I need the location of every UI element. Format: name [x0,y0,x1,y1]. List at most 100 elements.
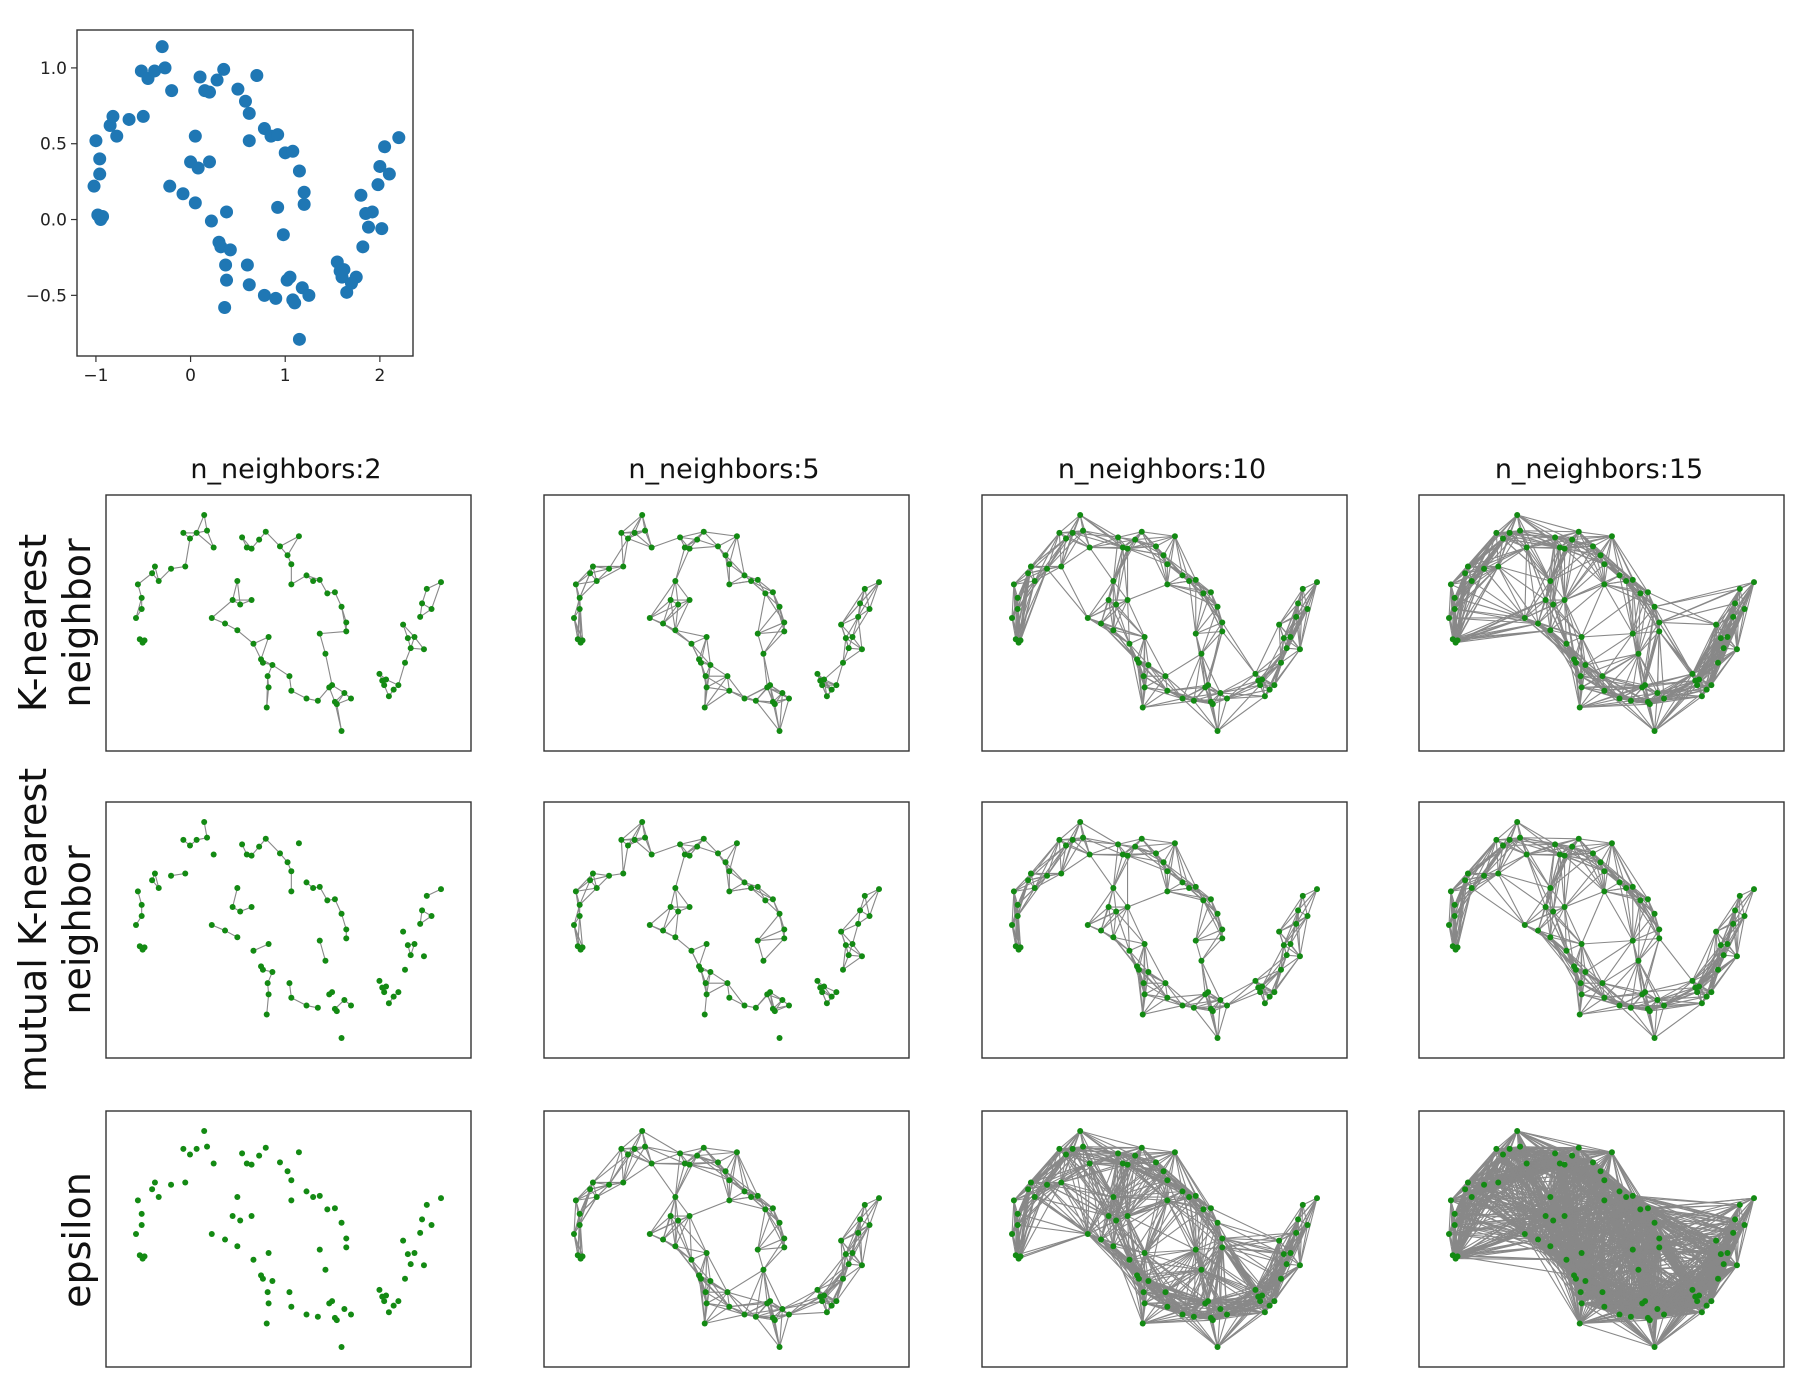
graph-edge [1630,1007,1655,1039]
graph-edge [674,580,690,601]
graph-node [1561,852,1568,859]
graph-node [1132,536,1139,543]
graph-node [849,940,856,947]
graph-edge [1575,969,1581,1015]
graph-edge [1637,929,1660,962]
graph-edge [1195,937,1223,942]
graph-node [660,1236,667,1243]
graph-edge [573,1233,584,1257]
graph-edge [1034,565,1062,582]
graph-edge [757,593,766,634]
graph-edge [1046,532,1060,569]
scatter-point [271,200,285,214]
graph-node [379,1293,386,1300]
graph-node [1287,633,1294,640]
graph-node [1056,529,1063,536]
graph-node [256,843,263,850]
graph-node [1255,984,1262,991]
graph-node [1616,572,1623,579]
graph-edge [662,911,679,931]
graph-edge [704,687,708,708]
graph-edge [1201,631,1223,655]
graph-edge [1618,960,1639,1006]
graph-node [858,1262,865,1269]
graph-edge [1087,887,1114,926]
graph-node [1214,1344,1221,1350]
graph-node [572,581,579,588]
graph-edge [1502,844,1527,855]
graph-node [1542,904,1549,911]
graph-node [1535,927,1542,934]
graph-node [1261,693,1268,700]
graph-node [703,1249,710,1256]
graph-edge [1195,913,1218,941]
graph-edge [1549,911,1554,938]
graph-node [1514,512,1521,518]
graph-node [686,904,693,911]
graph-node [1293,1229,1300,1236]
graph-edge [579,879,591,906]
graph-edge [725,535,738,556]
graph-edge [1579,698,1620,709]
graph-node [1084,614,1091,621]
graph-edge [1163,535,1176,556]
graph-node [400,1237,407,1244]
graph-edge [1193,692,1221,702]
graph-edge [211,599,233,619]
graph-node [1295,600,1302,607]
graph-node [303,879,310,886]
graph-node [1589,543,1596,550]
graph-edge [1526,547,1554,605]
graph-node [593,1194,600,1201]
scatter-point [110,129,124,143]
graph-edge [757,1208,774,1250]
graph-node [428,606,435,613]
graph-node [1152,543,1159,550]
graph-node [237,1217,244,1224]
graph-node [579,944,586,951]
graph-node [229,1213,236,1220]
graph-edge [620,532,624,567]
graph-node [284,859,291,866]
graph-node [1219,935,1226,942]
graph-edge [579,1224,584,1257]
graph-edge [1517,514,1579,533]
graph-node [1715,966,1722,973]
graph-edge [1663,987,1696,1007]
scatter-point [297,185,311,199]
graph-edge [1537,906,1547,931]
graph-edge [1148,664,1166,677]
graph-edge [1519,837,1561,855]
graph-edge [1020,568,1048,641]
graph-node [1219,619,1226,626]
scatter-point [288,296,302,310]
graph-edge [1083,1146,1142,1149]
graph-edge [1732,888,1755,925]
graph-edge [1142,690,1168,708]
graph-node [714,850,721,857]
graph-edge [1578,531,1612,537]
graph-node [1069,529,1076,536]
graph-node [1062,842,1069,849]
graph-panel-frame [543,801,910,1059]
graph-edge [1089,539,1136,548]
graph-node [204,1143,211,1150]
graph-node [1446,614,1452,621]
graph-edge [137,572,153,585]
graph-node [845,952,852,959]
graph-edge [1654,913,1660,939]
graph-edge [1657,999,1702,1004]
scatter-point [203,155,217,169]
graph-edge [1089,547,1114,582]
graph-node [1717,942,1724,949]
graph-edge [1142,698,1183,709]
graph-node [1139,704,1146,711]
graph-edge [1283,637,1301,650]
graph-node [138,594,145,601]
graph-edge [1195,593,1204,634]
graph-node [1304,1222,1311,1229]
graph-edge [674,911,679,938]
graph-edge [1715,923,1734,933]
graph-edge [1519,837,1551,889]
graph-node [1276,621,1283,628]
